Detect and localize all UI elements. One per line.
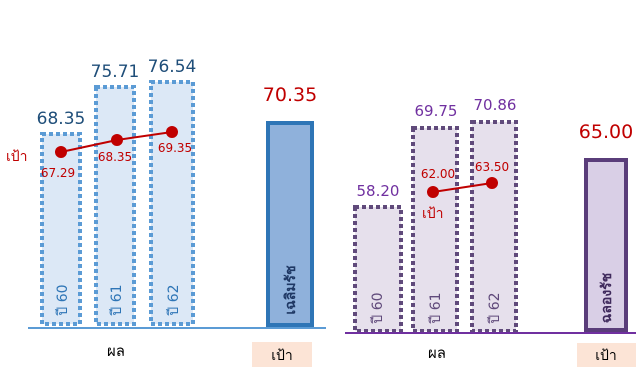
chart-2: 58.20 69.75 70.86 ปี 60 ปี 61 ปี 62 62.0… <box>345 96 636 367</box>
target-point-1-62 <box>166 126 178 138</box>
target-label-1-62: 69.35 <box>158 141 192 155</box>
target-xlabel-box-1 <box>252 342 312 367</box>
target-label-2-62: 63.50 <box>475 160 509 174</box>
target-label-1-61: 68.35 <box>98 150 132 164</box>
target-point-2-62 <box>486 177 498 189</box>
bar-1-61-label: ปี 61 <box>109 284 125 316</box>
target-bar-1 <box>266 121 314 327</box>
xlabel-1: ผล <box>107 342 125 360</box>
bar-1-62-label: ปี 62 <box>166 284 182 316</box>
target-bar-2 <box>584 158 628 332</box>
target-bar-1-value: 70.35 <box>263 84 317 106</box>
bar-1-60-label: ปี 60 <box>55 284 71 316</box>
bar-2-62-label: ปี 62 <box>487 292 503 324</box>
bar-1-62-value: 76.54 <box>148 57 197 77</box>
target-legend-label-1: เป้า <box>6 149 28 165</box>
target-bar-2-label: ฉลองรัช <box>599 272 615 323</box>
bar-1-62 <box>149 80 195 326</box>
target-bar-2-value: 65.00 <box>579 121 633 143</box>
bar-1-60-value: 68.35 <box>37 109 86 129</box>
target-point-1-60 <box>55 146 67 158</box>
bar-2-60 <box>353 205 403 333</box>
target-point-1-61 <box>111 134 123 146</box>
bar-2-62-value: 70.86 <box>474 96 517 114</box>
bar-2-60-value: 58.20 <box>357 182 400 200</box>
bar-1-61-value: 75.71 <box>91 62 140 82</box>
bar-1-61 <box>94 85 136 326</box>
target-bar-1-label: เฉลิมรัช <box>283 265 299 315</box>
bar-2-62 <box>470 120 518 333</box>
bar-2-61-label: ปี 61 <box>428 292 444 324</box>
bar-2-61 <box>411 126 459 333</box>
chart-1: 68.35 75.71 76.54 ปี 60 ปี 61 ปี 62 67.2… <box>6 57 326 367</box>
target-xlabel-2: เป้า <box>595 348 617 364</box>
target-xlabel-1: เป้า <box>271 348 293 364</box>
xlabel-2: ผล <box>428 344 446 362</box>
target-label-2-61: 62.00 <box>421 167 455 181</box>
bar-1-60 <box>40 132 82 326</box>
target-xlabel-box-2 <box>577 343 636 367</box>
target-point-2-61 <box>427 186 439 198</box>
target-label-1-60: 67.29 <box>41 166 75 180</box>
target-line-2 <box>432 182 493 193</box>
target-legend-label-2: เป้า <box>422 206 444 222</box>
bar-2-60-label: ปี 60 <box>370 292 386 324</box>
bar-2-61-value: 69.75 <box>415 102 458 120</box>
